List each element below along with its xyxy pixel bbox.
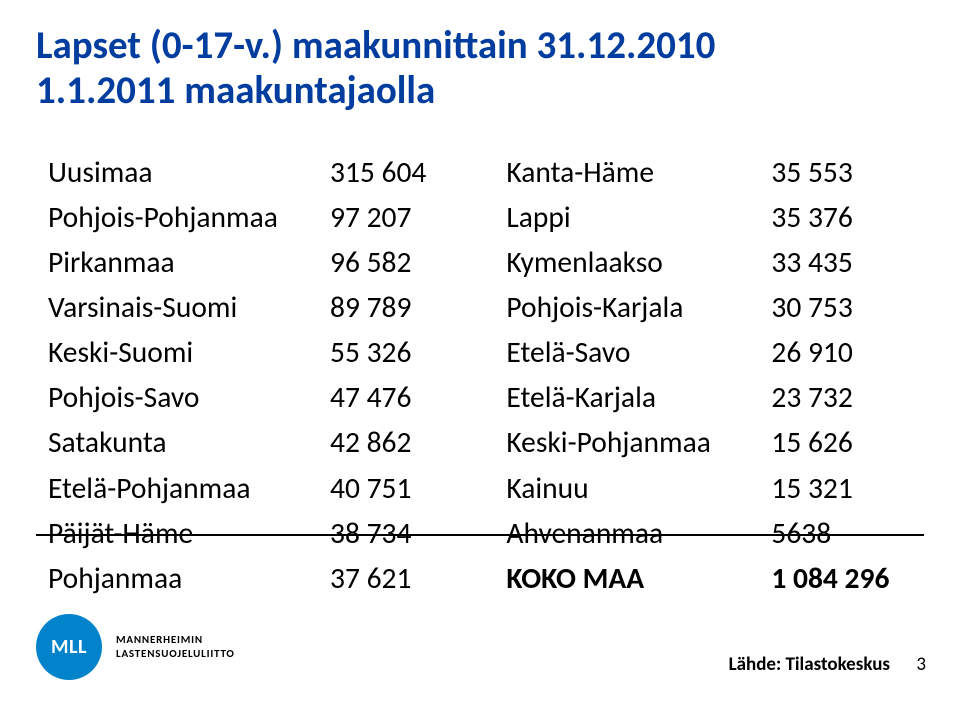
region-value: 42 862: [330, 420, 411, 465]
table-row: Kymenlaakso33 435: [506, 240, 889, 285]
slide: Lapset (0-17-v.) maakunnittain 31.12.201…: [0, 0, 960, 706]
title-line-1: Lapset (0-17-v.) maakunnittain 31.12.201…: [36, 22, 715, 69]
table-row: Keski-Pohjanmaa15 626: [506, 420, 889, 465]
region-label: Satakunta: [48, 420, 330, 465]
table-row: Kanta-Häme35 553: [506, 150, 889, 195]
region-label: Pohjois-Savo: [48, 375, 330, 420]
org-line-1: MANNERHEIMIN: [116, 633, 235, 647]
region-label: Etelä-Pohjanmaa: [48, 466, 330, 511]
region-value: 15 626: [771, 420, 852, 465]
region-label: Pohjois-Karjala: [506, 285, 771, 330]
org-name: MANNERHEIMIN LASTENSUOJELULIITTO: [116, 633, 235, 661]
region-value: 96 582: [330, 240, 411, 285]
page-title: Lapset (0-17-v.) maakunnittain 31.12.201…: [36, 24, 924, 114]
source-label: Lähde: Tilastokeskus: [729, 653, 890, 676]
page-number: 3: [916, 653, 926, 676]
table-row: Uusimaa315 604: [48, 150, 426, 195]
region-label: Kainuu: [506, 466, 771, 511]
region-value: 47 476: [330, 375, 411, 420]
region-value: 89 789: [330, 285, 411, 330]
org-line-2: LASTENSUOJELULIITTO: [116, 647, 235, 661]
region-value: 37 621: [330, 556, 411, 601]
region-label: Kanta-Häme: [506, 150, 771, 195]
region-label: Keski-Pohjanmaa: [506, 420, 771, 465]
region-value: 97 207: [330, 195, 411, 240]
table-row: Pohjanmaa37 621: [48, 556, 426, 601]
region-value: 26 910: [771, 330, 852, 375]
table-row: Pohjois-Pohjanmaa97 207: [48, 195, 426, 240]
footer: MLL MANNERHEIMIN LASTENSUOJELULIITTO: [36, 614, 235, 680]
table-row: Etelä-Savo26 910: [506, 330, 889, 375]
region-value: 55 326: [330, 330, 411, 375]
table-row: Etelä-Pohjanmaa40 751: [48, 466, 426, 511]
region-value: 30 753: [771, 285, 852, 330]
logo: MLL: [36, 614, 102, 680]
table-row: Pohjois-Karjala30 753: [506, 285, 889, 330]
region-value: 33 435: [771, 240, 852, 285]
region-value: 40 751: [330, 466, 411, 511]
region-label: Etelä-Karjala: [506, 375, 771, 420]
table-row: Etelä-Karjala23 732: [506, 375, 889, 420]
region-label: Pirkanmaa: [48, 240, 330, 285]
region-label: Kymenlaakso: [506, 240, 771, 285]
total-value: 1 084 296: [771, 556, 889, 601]
table-row: Varsinais-Suomi89 789: [48, 285, 426, 330]
table-row: Keski-Suomi55 326: [48, 330, 426, 375]
region-label: Uusimaa: [48, 150, 330, 195]
region-label: Pohjanmaa: [48, 556, 330, 601]
region-value: 35 553: [771, 150, 852, 195]
table-row: Kainuu15 321: [506, 466, 889, 511]
table-row: Pohjois-Savo47 476: [48, 375, 426, 420]
table-row: Lappi35 376: [506, 195, 889, 240]
region-label: Keski-Suomi: [48, 330, 330, 375]
region-value: 35 376: [771, 195, 852, 240]
region-value: 315 604: [330, 150, 426, 195]
divider-line: [36, 534, 924, 536]
total-label: KOKO MAA: [506, 556, 771, 601]
region-value: 23 732: [771, 375, 852, 420]
region-value: 15 321: [771, 466, 852, 511]
region-label: Pohjois-Pohjanmaa: [48, 195, 330, 240]
title-line-2: 1.1.2011 maakuntajaolla: [36, 67, 435, 114]
region-label: Varsinais-Suomi: [48, 285, 330, 330]
region-label: Etelä-Savo: [506, 330, 771, 375]
total-row: KOKO MAA1 084 296: [506, 556, 889, 601]
table-row: Pirkanmaa96 582: [48, 240, 426, 285]
table-row: Satakunta42 862: [48, 420, 426, 465]
logo-abbr: MLL: [51, 635, 87, 659]
region-label: Lappi: [506, 195, 771, 240]
